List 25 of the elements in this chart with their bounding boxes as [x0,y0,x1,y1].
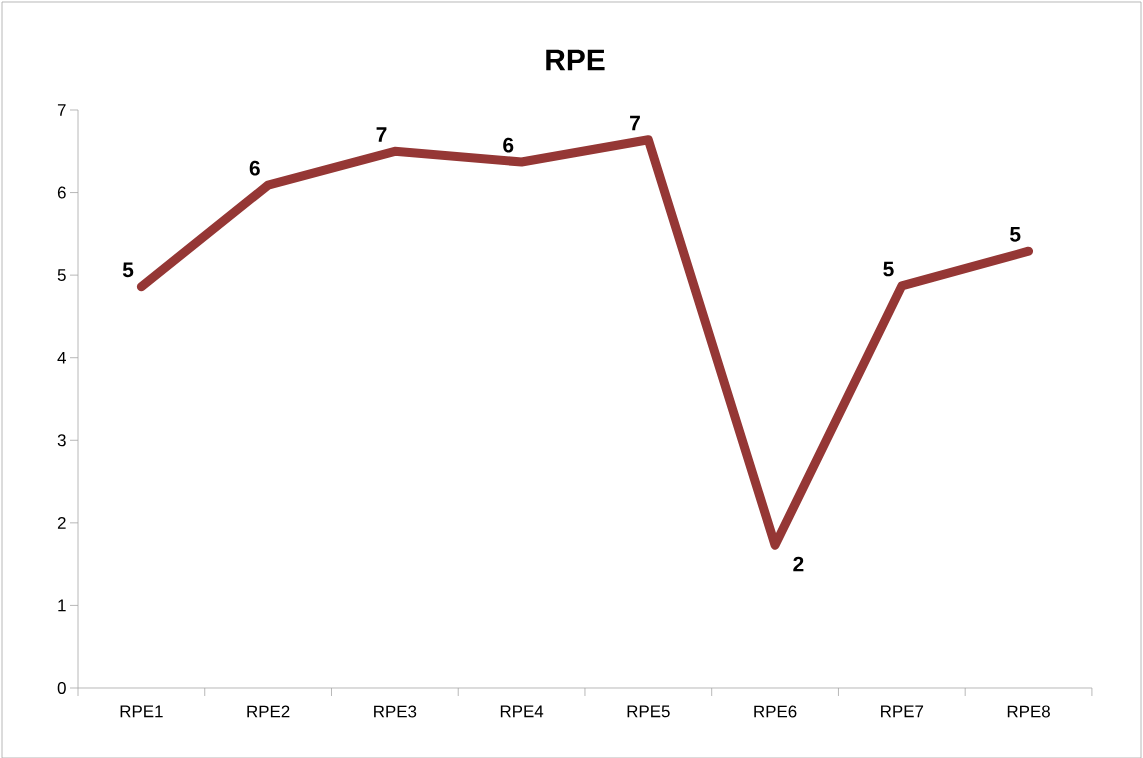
y-tick-label: 5 [57,269,66,281]
y-tick-label: 1 [58,599,66,612]
y-tick-label: 7 [57,103,66,116]
data-label: 7 [376,127,387,142]
data-label: 2 [793,556,804,572]
data-label: 5 [122,262,134,277]
x-tick-label: RPE6 [754,705,797,718]
x-tick-label: RPE7 [881,705,924,717]
data-label: 5 [1010,226,1021,242]
x-tick-label: RPE1 [120,705,163,717]
x-tick-label: RPE8 [1007,705,1050,718]
data-label: 6 [249,160,260,176]
data-label: 5 [883,261,894,277]
data-label: 6 [503,137,514,153]
y-tick-label: 3 [57,434,66,447]
x-tick-label: RPE3 [374,705,417,718]
x-tick-label: RPE5 [627,705,670,718]
chart-title: RPE [546,49,605,71]
x-tick-label: RPE4 [500,705,544,717]
y-tick-label: 4 [57,351,66,364]
y-tick-label: 0 [57,681,66,694]
data-label: 7 [630,115,640,131]
y-tick-label: 6 [57,186,66,199]
y-tick-label: 2 [57,516,66,529]
x-tick-label: RPE2 [247,705,290,718]
